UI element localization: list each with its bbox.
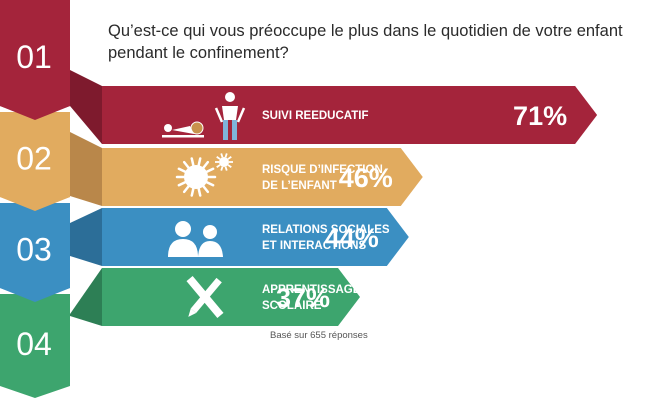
spike-small (220, 166, 224, 171)
spike-small (220, 153, 224, 158)
number-chevron (0, 288, 70, 302)
arm-right (236, 107, 246, 123)
spike (190, 187, 195, 197)
number-label: 01 (16, 39, 52, 75)
value-label: 46% (339, 163, 393, 193)
bar-fold (70, 132, 102, 206)
question-title: Qu’est-ce qui vous préoccupe le plus dan… (108, 22, 623, 62)
number-label: 04 (16, 326, 52, 362)
bar-label: ET INTERACTIONS (262, 240, 366, 252)
spike-small (227, 155, 232, 160)
bar-label: RISQUE D’INFECTION (262, 164, 383, 176)
number-label: 03 (16, 232, 52, 268)
bar-label: APPRENTISSAGE (262, 284, 361, 296)
value-label: 44% (325, 223, 379, 253)
people-icon (168, 221, 223, 257)
arm-left (214, 107, 224, 123)
spike-small (227, 164, 232, 169)
leg-left (223, 120, 228, 140)
spike (197, 187, 202, 197)
spike (182, 185, 190, 194)
head-shape (164, 124, 172, 132)
spike-small (216, 164, 221, 169)
footnote: Basé sur 655 réponses (270, 330, 368, 341)
bar-label: DE L’ENFANT (262, 180, 337, 192)
number-chevron (0, 197, 70, 211)
person-head-2 (203, 225, 217, 239)
bar-fold (70, 70, 102, 144)
spike (177, 180, 187, 187)
bar-04 (102, 268, 361, 326)
number-block-01 (0, 0, 70, 118)
number-block-03 (0, 203, 70, 300)
bar-label: SUIVI REEDUCATIF (262, 110, 369, 122)
spike-small (224, 166, 228, 171)
spike (202, 185, 210, 194)
pencil-tip (188, 308, 197, 317)
pencil-ruler-icon (186, 276, 224, 318)
virus-body (184, 165, 208, 189)
pencil-shape (190, 277, 222, 314)
number-block-02 (0, 112, 70, 209)
person-body (168, 239, 198, 257)
spike (182, 160, 190, 169)
leg-right (232, 120, 237, 140)
standing-head (225, 92, 235, 102)
body-shape (172, 126, 194, 134)
number-block-04 (0, 294, 70, 398)
spike (197, 157, 202, 167)
bar-label: SCOLAIRE (262, 300, 322, 312)
spike (205, 180, 215, 187)
value-label: 37% (276, 283, 330, 313)
virus-icon (175, 153, 233, 197)
bar-fold (70, 268, 102, 326)
virus-body-small (219, 157, 229, 167)
spike (205, 167, 215, 174)
spike-small (216, 155, 221, 160)
number-label: 02 (16, 141, 52, 177)
value-label: 71% (513, 101, 567, 131)
spike (190, 157, 195, 167)
bar-fold (70, 208, 102, 266)
spike-small (224, 153, 228, 158)
bar-label: RELATIONS SOCIALES (262, 224, 390, 236)
number-chevron (0, 106, 70, 120)
spike (202, 160, 210, 169)
bar-02 (102, 148, 423, 206)
person-body-2 (198, 241, 223, 257)
mat-shape (162, 135, 204, 138)
therapy-icon (162, 92, 246, 140)
person-head (175, 221, 191, 237)
standing-torso (222, 106, 238, 120)
spike (177, 167, 187, 174)
